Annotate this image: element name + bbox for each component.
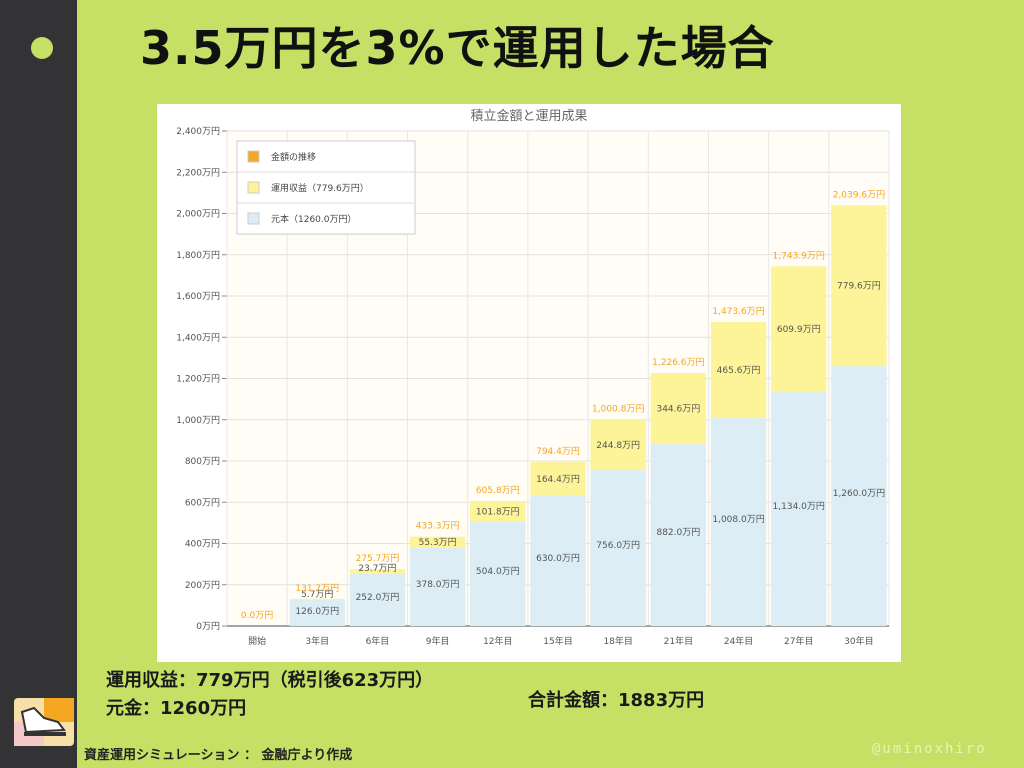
bar-label-total: 1,000.8万円 xyxy=(592,404,644,415)
bar-profit xyxy=(771,266,827,393)
x-tick-label: 15年目 xyxy=(543,635,572,647)
stacked-bar-chart: 積立金額と運用成果 0万円 200万円 400万円 600万円 800万円 1,000万円 1… xyxy=(176,108,890,647)
x-tick-label: 24年目 xyxy=(724,635,753,647)
bar-label-total: 131.7万円 xyxy=(295,583,339,594)
bar-principal xyxy=(650,444,707,626)
y-tick-label: 2,200万円 xyxy=(176,167,220,178)
bar-profit xyxy=(710,322,767,419)
bar-label-profit: 609.9万円 xyxy=(777,324,821,335)
footer-source: 資産運用シミュレーション ： 金融庁より作成 xyxy=(84,748,353,763)
x-tick-label: 30年目 xyxy=(844,635,873,647)
legend-label: 運用収益（779.6万円） xyxy=(271,182,369,194)
bar-label-total: 275.7万円 xyxy=(356,553,400,564)
legend-swatch xyxy=(247,212,260,225)
bar-label-principal: 1,008.0万円 xyxy=(712,514,764,525)
bar-label-profit: 5.7万円 xyxy=(301,589,333,600)
bar-profit xyxy=(349,569,406,575)
y-tick-label: 2,000万円 xyxy=(176,209,220,220)
bar-label-principal: 756.0万円 xyxy=(596,540,640,551)
bar-profit xyxy=(409,536,466,549)
chart-container: 積立金額と運用成果 0万円 200万円 400万円 600万円 800万円 1,000万円 1… xyxy=(157,104,901,662)
bar-label-principal: 1,260.0万円 xyxy=(833,488,885,499)
legend-swatch xyxy=(247,181,260,194)
y-tick-label: 1,800万円 xyxy=(176,250,220,261)
bar-principal xyxy=(289,600,345,626)
bar-profit xyxy=(530,462,586,497)
summary-total: 合計金額：1883万円 xyxy=(528,690,705,711)
bar-principal xyxy=(831,366,887,626)
y-tick-label: 1,000万円 xyxy=(176,415,220,426)
y-tick-label: 600万円 xyxy=(185,497,220,508)
bar-principal xyxy=(349,574,406,626)
y-tick-label: 1,200万円 xyxy=(176,374,220,385)
legend-box xyxy=(236,140,416,235)
bar-profit xyxy=(470,501,526,523)
bar-label-total: 1,473.6万円 xyxy=(712,306,764,317)
bar-label-total: 2,039.6万円 xyxy=(833,189,885,200)
y-tick-label: 200万円 xyxy=(185,580,220,591)
sneaker-logo-icon xyxy=(14,698,74,746)
bar-label-principal: 126.0万円 xyxy=(295,606,339,617)
legend-label: 元本（1260.0万円） xyxy=(271,213,357,225)
bar-profit xyxy=(650,373,707,445)
sidebar xyxy=(0,0,77,768)
y-tick-label: 400万円 xyxy=(185,539,220,550)
x-tick-label: 6年目 xyxy=(366,635,390,647)
x-tick-label: 18年目 xyxy=(603,635,632,647)
bar-profit xyxy=(831,205,887,367)
bar-label-principal: 252.0万円 xyxy=(356,592,400,603)
bar-principal xyxy=(530,496,586,626)
bar-label-total: 794.4万円 xyxy=(536,446,580,457)
legend-label: 金額の推移 xyxy=(271,151,316,163)
bar-label-profit: 244.8万円 xyxy=(596,440,640,451)
bar-principal xyxy=(409,548,466,626)
x-tick-label: 12年目 xyxy=(483,635,512,647)
bar-label-principal: 504.0万円 xyxy=(476,566,520,577)
bar-label-principal: 1,134.0万円 xyxy=(773,501,825,512)
bar-label-profit: 465.6万円 xyxy=(717,365,761,376)
bar-label-principal: 882.0万円 xyxy=(656,527,700,538)
bar-label-total: 433.3万円 xyxy=(416,521,460,532)
bar-principal xyxy=(710,418,767,626)
bar-label-profit: 23.7万円 xyxy=(358,563,396,574)
bar-label-profit: 55.3万円 xyxy=(419,537,457,548)
y-tick-label: 2,400万円 xyxy=(176,126,220,137)
bar-label-principal: 378.0万円 xyxy=(416,579,460,590)
bar-principal xyxy=(470,522,526,626)
bar-profit xyxy=(590,419,646,471)
bar-label-total: 605.8万円 xyxy=(476,485,520,496)
legend-swatch xyxy=(247,150,260,163)
x-tick-label: 27年目 xyxy=(784,635,813,647)
bar-label-profit: 164.4万円 xyxy=(536,474,580,485)
x-tick-label: 21年目 xyxy=(664,635,693,647)
chart-title: 積立金額と運用成果 xyxy=(470,108,587,124)
bar-principal xyxy=(590,470,646,626)
bar-label-total: 1,226.6万円 xyxy=(652,357,704,368)
bar-label-profit: 101.8万円 xyxy=(476,507,520,518)
bar-label-principal: 630.0万円 xyxy=(536,553,580,564)
summary-profit: 運用収益：779万円（税引後623万円） xyxy=(106,670,434,691)
y-tick-label: 1,600万円 xyxy=(176,291,220,302)
bar-profit xyxy=(289,598,345,601)
summary-principal: 元金：1260万円 xyxy=(106,698,247,719)
x-tick-label: 3年目 xyxy=(305,635,329,647)
bar-label-total: 0.0万円 xyxy=(241,610,273,621)
page-title: 3.5万円を3%で運用した場合 xyxy=(140,21,775,75)
x-tick-label: 9年目 xyxy=(426,635,450,647)
bar-principal xyxy=(771,392,827,626)
x-tick-label: 開始 xyxy=(248,635,266,647)
y-tick-label: 1,400万円 xyxy=(176,332,220,343)
y-tick-label: 0万円 xyxy=(196,621,220,632)
y-tick-label: 800万円 xyxy=(185,456,220,467)
bar-label-profit: 344.6万円 xyxy=(656,404,700,415)
bar-label-total: 1,743.9万円 xyxy=(773,250,825,261)
footer-handle: @uminoxhiro xyxy=(872,741,987,757)
title-bullet xyxy=(31,37,53,59)
bar-label-profit: 779.6万円 xyxy=(837,281,881,292)
